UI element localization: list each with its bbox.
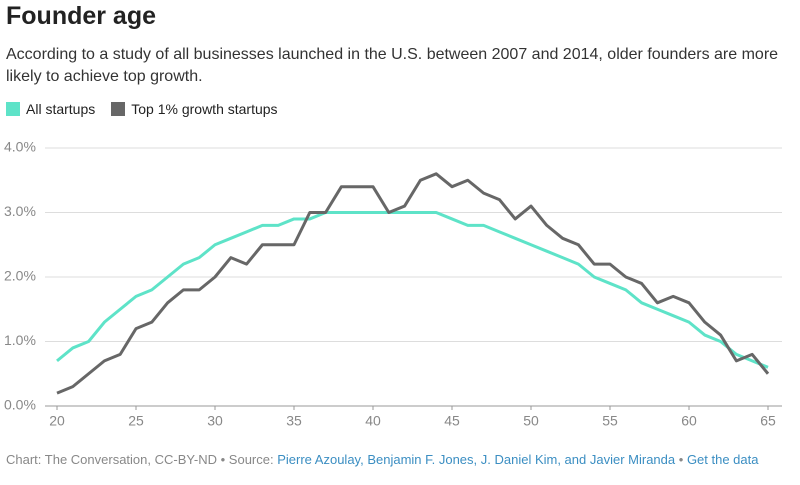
separator: • <box>220 452 226 467</box>
line-series <box>56 211 769 369</box>
y-tick-label: 2.0% <box>4 268 36 284</box>
legend-swatch <box>111 102 126 116</box>
x-tick-label: 20 <box>49 413 65 429</box>
x-tick-label: 35 <box>286 413 302 429</box>
legend-item: Top 1% growth startups <box>111 101 278 117</box>
x-tick-label: 60 <box>681 413 697 429</box>
x-tick-label: 25 <box>128 413 144 429</box>
x-tick-label: 55 <box>602 413 618 429</box>
y-tick-label: 4.0% <box>4 139 36 155</box>
line-series <box>56 172 770 395</box>
legend-swatch <box>6 102 20 116</box>
source-link[interactable]: Pierre Azoulay, Benjamin F. Jones, J. Da… <box>277 452 676 467</box>
x-tick-label: 30 <box>207 413 223 429</box>
chart: 0.0% 1.0% 2.0% 3.0% 4.0% 20 25 30 35 40 45 50 55 60 65 <box>4 139 782 429</box>
x-tick-label: 50 <box>523 413 539 429</box>
legend: All startups Top 1% growth startups <box>6 101 278 117</box>
y-tick-label: 0.0% <box>4 397 36 413</box>
legend-label: Top 1% growth startups <box>131 101 278 117</box>
x-tick-label: 45 <box>444 413 460 429</box>
x-tick-label: 40 <box>365 413 381 429</box>
separator: • <box>678 452 684 467</box>
source-label: Source: <box>228 452 274 467</box>
credit: Chart: The Conversation, CC-BY-ND <box>6 452 217 467</box>
legend-item: All startups <box>6 101 95 117</box>
data-link[interactable]: Get the data <box>686 452 759 467</box>
x-tick-label: 65 <box>760 413 776 429</box>
legend-label: All startups <box>26 101 96 117</box>
chart-subtitle: According to a study of all businesses l… <box>6 46 779 85</box>
footer: Chart: The Conversation, CC-BY-ND • Sour… <box>6 451 796 468</box>
y-tick-label: 3.0% <box>4 203 36 219</box>
chart-title: Founder age <box>6 2 157 30</box>
y-tick-label: 1.0% <box>4 332 36 348</box>
